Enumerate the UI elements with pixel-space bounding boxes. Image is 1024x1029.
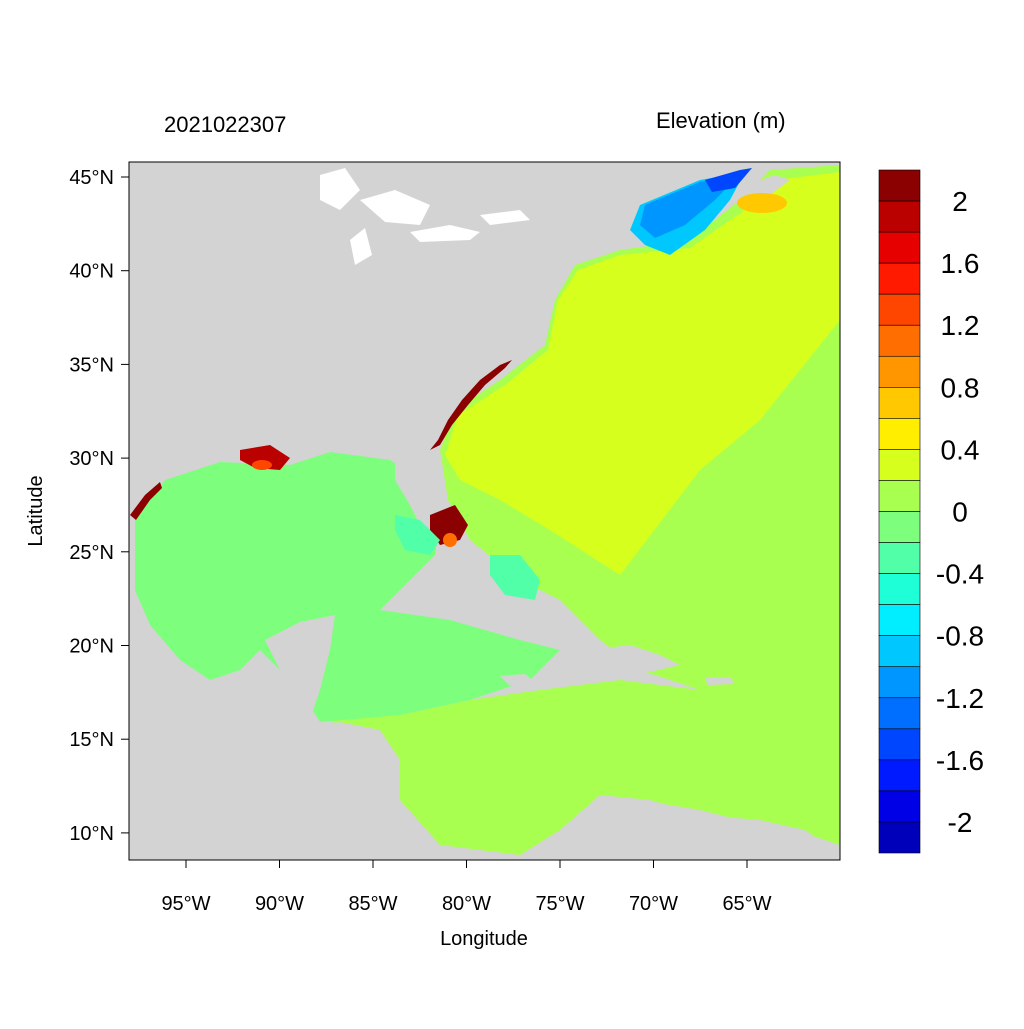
x-tick-label: 70°W <box>629 893 678 915</box>
colorbar-swatch <box>878 387 921 419</box>
bay-of-fundy <box>705 168 752 192</box>
south-america <box>520 800 840 860</box>
colorbar-label: 0 <box>952 497 968 528</box>
y-axis-label: Latitude <box>25 475 47 546</box>
florida-bay-negative <box>395 515 440 555</box>
x-tick-label: 90°W <box>255 893 304 915</box>
colorbar-swatch <box>878 511 921 543</box>
nova-scotia-surge <box>737 193 787 213</box>
gulf-of-mexico <box>135 452 560 722</box>
colorbar-swatch <box>878 169 921 202</box>
y-axis: 45°N 40°N 35°N 30°N 25°N 20°N 15°N 10°N <box>69 167 129 845</box>
florida-surge-high <box>430 505 468 545</box>
colorbar-label: -0.4 <box>936 559 984 590</box>
colorbar-swatch <box>878 262 921 295</box>
colorbar-swatch <box>878 231 921 264</box>
x-tick-label: 95°W <box>161 893 210 915</box>
map-area <box>129 162 840 860</box>
bahamas-negative <box>490 555 540 600</box>
yucatan-peninsula <box>265 615 335 720</box>
colorbar-swatch <box>878 324 921 357</box>
colorbar-swatch <box>878 697 921 730</box>
colorbar-label: 0.8 <box>941 372 980 403</box>
x-axis-label: Longitude <box>440 928 528 950</box>
caribbean-sea <box>330 680 840 855</box>
colorbar-swatch <box>878 418 921 450</box>
colorbar-swatch <box>878 666 921 699</box>
colorbar-label: 0.4 <box>941 434 980 465</box>
x-tick-label: 85°W <box>348 893 397 915</box>
colorbar-swatch <box>878 480 921 512</box>
y-tick-label: 40°N <box>69 261 114 283</box>
colorbar-swatch <box>878 355 921 388</box>
colorbar-label: 1.2 <box>941 310 980 341</box>
colorbar-swatch <box>878 542 921 574</box>
east-coast-surge <box>430 360 512 450</box>
texas-coast-surge <box>130 482 162 520</box>
colorbar-swatch <box>878 759 921 792</box>
colorbar-swatch <box>878 790 921 823</box>
colorbar-labels: 2 1.6 1.2 0.8 0.4 0 -0.4 -0.8 -1.2 -1.6 -2 <box>936 186 984 838</box>
y-tick-label: 20°N <box>69 636 114 658</box>
colorbar-swatch <box>878 728 921 761</box>
variable-title: Elevation (m) <box>656 108 786 133</box>
x-tick-label: 75°W <box>535 893 584 915</box>
colorbar-swatch <box>878 573 921 605</box>
y-tick-label: 35°N <box>69 354 114 376</box>
colorbar-swatch <box>878 821 921 854</box>
louisiana-surge-peak <box>252 460 272 470</box>
puerto-rico <box>705 677 735 685</box>
map-frame <box>128 161 841 861</box>
colorbar-swatch <box>878 293 921 326</box>
y-tick-label: 15°N <box>69 729 114 751</box>
colorbar-swatch <box>878 200 921 233</box>
colorbar-swatch <box>878 635 921 668</box>
colorbar-swatch <box>878 604 921 636</box>
colorbar <box>878 169 921 854</box>
jamaica <box>500 674 535 686</box>
y-tick-label: 25°N <box>69 542 114 564</box>
colorbar-label: 2 <box>952 186 968 217</box>
colorbar-label: -2 <box>948 807 973 838</box>
colorbar-swatch <box>878 449 921 481</box>
colorbar-label: -0.8 <box>936 621 984 652</box>
colorbar-label: -1.2 <box>936 683 984 714</box>
colorbar-label: 1.6 <box>941 248 980 279</box>
x-axis: 95°W 90°W 85°W 80°W 75°W 70°W 65°W <box>161 860 772 915</box>
atlantic-positive-region <box>445 172 840 575</box>
florida-keys-surge <box>443 533 457 547</box>
y-tick-label: 30°N <box>69 448 114 470</box>
central-america <box>129 720 430 860</box>
great-lakes <box>320 168 530 265</box>
hispaniola <box>590 645 680 672</box>
colorbar-label: -1.6 <box>936 745 984 776</box>
y-tick-label: 10°N <box>69 823 114 845</box>
y-tick-label: 45°N <box>69 167 114 189</box>
x-tick-label: 80°W <box>442 893 491 915</box>
x-tick-label: 65°W <box>722 893 771 915</box>
cuba <box>385 590 575 645</box>
timestamp-title: 2021022307 <box>164 112 287 137</box>
